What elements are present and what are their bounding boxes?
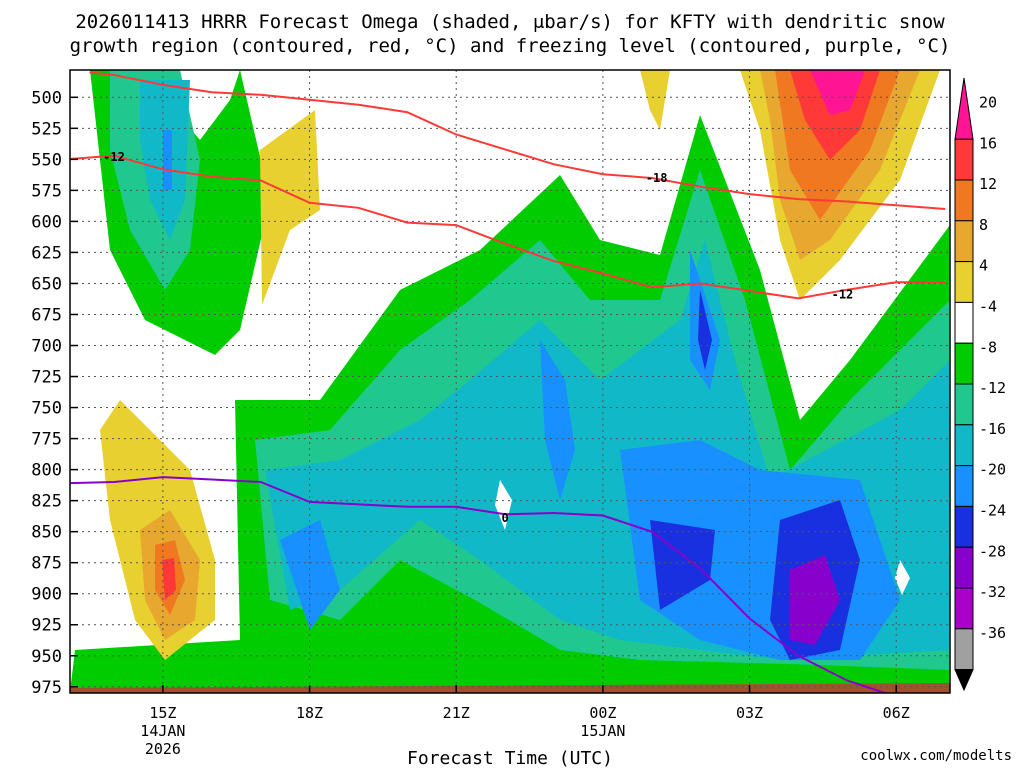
y-tick-label: 525 xyxy=(31,119,62,139)
x-tick-label: 00Z xyxy=(589,704,616,722)
colorbar-swatch xyxy=(954,383,974,426)
colorbar-swatch xyxy=(954,424,974,467)
colorbar-swatch xyxy=(954,138,974,181)
y-tick-label: 775 xyxy=(31,430,62,450)
watermark-text: coolwx.com/modelts xyxy=(860,748,1012,764)
y-tick-label: 650 xyxy=(31,274,62,294)
colorbar-label: -16 xyxy=(979,420,1006,438)
y-tick-label: 950 xyxy=(31,647,62,667)
x-tick-year: 2026 xyxy=(145,740,181,758)
y-tick-label: 850 xyxy=(31,523,62,543)
omega-band-plus-20-top xyxy=(810,70,865,115)
colorbar-swatch xyxy=(954,465,974,507)
omega-band-minus-20-b xyxy=(698,290,712,370)
y-tick-label: 800 xyxy=(31,461,62,481)
colorbar-top-arrow xyxy=(954,77,974,140)
x-tick-label: 21Z xyxy=(443,704,470,722)
colorbar-label: -8 xyxy=(979,338,997,356)
omega-band-plus-16-lower-left xyxy=(162,558,176,600)
y-tick-label: 875 xyxy=(31,554,62,574)
colorbar: 20 16 12 8 4 -4 -8 -12 -16 -20 -24 -28 -32 -36 xyxy=(954,77,1006,692)
colorbar-bottom-arrow xyxy=(954,669,974,692)
colorbar-label: 4 xyxy=(979,257,988,275)
omega-band-minus-16-b xyxy=(540,340,575,500)
y-tick-label: 975 xyxy=(31,678,62,698)
omega-hole-white-1 xyxy=(495,480,512,530)
y-tick-label: 725 xyxy=(31,368,62,388)
colorbar-label: -28 xyxy=(979,542,1006,560)
colorbar-swatch xyxy=(954,628,974,671)
omega-band-plus-4-upper-left xyxy=(260,110,320,305)
x-tick-label: 03Z xyxy=(736,704,763,722)
x-tick-label: 15Z xyxy=(149,704,176,722)
colorbar-swatch xyxy=(954,301,974,344)
colorbar-swatch xyxy=(954,546,974,589)
chart-title-line1: 2026011413 HRRR Forecast Omega (shaded, … xyxy=(75,11,945,33)
colorbar-swatch xyxy=(954,505,974,548)
y-tick-label: 600 xyxy=(31,212,62,232)
colorbar-swatch xyxy=(954,342,974,385)
colorbar-label: 16 xyxy=(979,134,997,152)
colorbar-swatch xyxy=(954,587,974,630)
x-tick-label: 06Z xyxy=(883,704,910,722)
colorbar-label: -36 xyxy=(979,624,1006,642)
colorbar-label: -24 xyxy=(979,501,1006,519)
y-tick-label: 625 xyxy=(31,243,62,263)
colorbar-label: 8 xyxy=(979,216,988,234)
colorbar-swatch xyxy=(954,261,974,303)
omega-shading xyxy=(70,70,950,693)
colorbar-label: 20 xyxy=(979,93,997,111)
y-tick-label: 700 xyxy=(31,337,62,357)
dgz-contour-label-top: -18 xyxy=(646,171,668,185)
omega-core-upper xyxy=(163,130,172,190)
colorbar-swatch xyxy=(954,179,974,222)
freezing-level-contour xyxy=(70,476,889,693)
terrain-strip xyxy=(70,683,950,693)
colorbar-label: -4 xyxy=(979,297,997,315)
y-tick-label: 500 xyxy=(31,88,62,108)
y-tick-label: 900 xyxy=(31,585,62,605)
x-tick-date: 15JAN xyxy=(580,722,625,740)
colorbar-label: -32 xyxy=(979,583,1006,601)
y-tick-label: 575 xyxy=(31,181,62,201)
x-tick-label: 18Z xyxy=(296,704,323,722)
freezing-level-label: 0 xyxy=(501,511,508,525)
contour-lines xyxy=(70,71,946,693)
y-axis: 500 525 550 575 600 625 650 675 700 725 750 775 800 8… xyxy=(31,88,78,698)
colorbar-swatch xyxy=(954,220,974,263)
y-tick-label: 750 xyxy=(31,399,62,419)
dgz-contour-minus-12 xyxy=(70,154,946,300)
dgz-contour-label-right: -12 xyxy=(832,288,854,302)
dgz-contour-label-left: -12 xyxy=(103,150,125,164)
omega-band-plus-16-top xyxy=(790,70,880,160)
x-tick-date: 14JAN xyxy=(140,722,185,740)
plot-frame xyxy=(69,69,951,694)
y-tick-label: 925 xyxy=(31,616,62,636)
colorbar-label: -20 xyxy=(979,461,1006,479)
omega-hole-white-2 xyxy=(895,560,910,595)
dgz-contour-minus-18 xyxy=(89,71,946,210)
gridlines xyxy=(70,70,950,693)
colorbar-label: 12 xyxy=(979,175,997,193)
colorbar-label: -12 xyxy=(979,379,1006,397)
chart-title-line2: growth region (contoured, red, °C) and f… xyxy=(70,35,951,57)
x-axis-label: Forecast Time (UTC) xyxy=(407,748,613,768)
omega-band-minus-24 xyxy=(790,555,840,645)
y-tick-label: 550 xyxy=(31,150,62,170)
y-tick-label: 825 xyxy=(31,492,62,512)
y-tick-label: 675 xyxy=(31,305,62,325)
